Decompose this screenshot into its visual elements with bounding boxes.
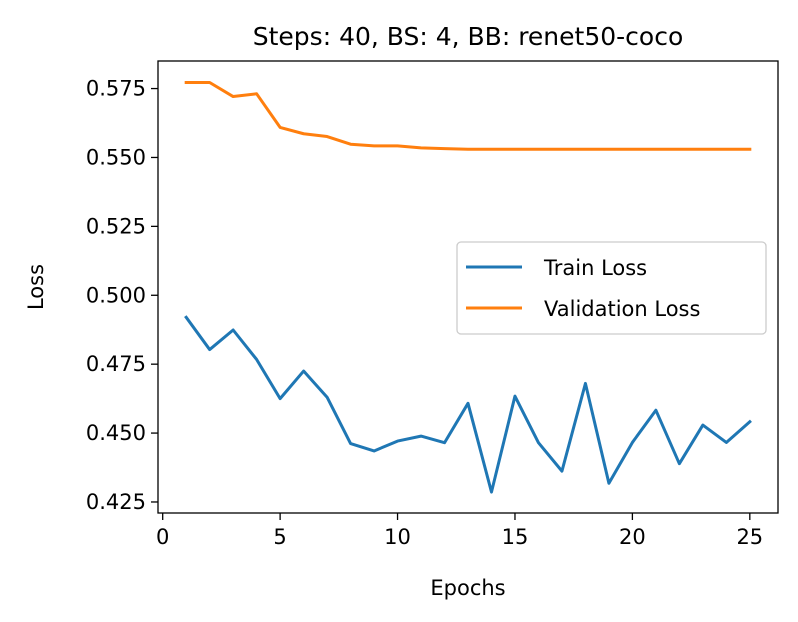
y-tick-label: 0.550: [86, 145, 146, 169]
plot-area: [157, 60, 779, 514]
y-tick-label: 0.525: [86, 214, 146, 238]
x-axis-label: Epochs: [430, 576, 505, 600]
x-tick-label: 15: [502, 525, 529, 549]
y-tick-label: 0.450: [86, 421, 146, 445]
y-tick-label: 0.575: [86, 77, 146, 101]
x-tick-label: 5: [273, 525, 286, 549]
legend-label-validation-loss: Validation Loss: [544, 297, 700, 321]
legend-label-train-loss: Train Loss: [543, 256, 647, 280]
y-axis-label: Loss: [24, 264, 48, 310]
series-lines: [184, 81, 752, 494]
legend-box: [456, 241, 767, 335]
y-tick-label: 0.500: [86, 283, 146, 307]
y-tick-label: 0.475: [86, 352, 146, 376]
series-line-train-loss: [184, 315, 752, 494]
x-tick-label: 10: [384, 525, 411, 549]
x-axis: 0 5 10 15 20 25: [156, 513, 763, 549]
x-tick-label: 20: [619, 525, 646, 549]
legend: Train Loss Validation Loss: [456, 241, 767, 335]
series-line-validation-loss: [184, 81, 752, 151]
chart-title: Steps: 40, BS: 4, BB: renet50-coco: [253, 22, 684, 51]
y-axis: 0.425 0.450 0.475 0.500 0.525 0.550 0.575: [86, 77, 158, 514]
x-tick-label: 0: [156, 525, 169, 549]
y-tick-label: 0.425: [86, 490, 146, 514]
x-tick-label: 25: [736, 525, 763, 549]
